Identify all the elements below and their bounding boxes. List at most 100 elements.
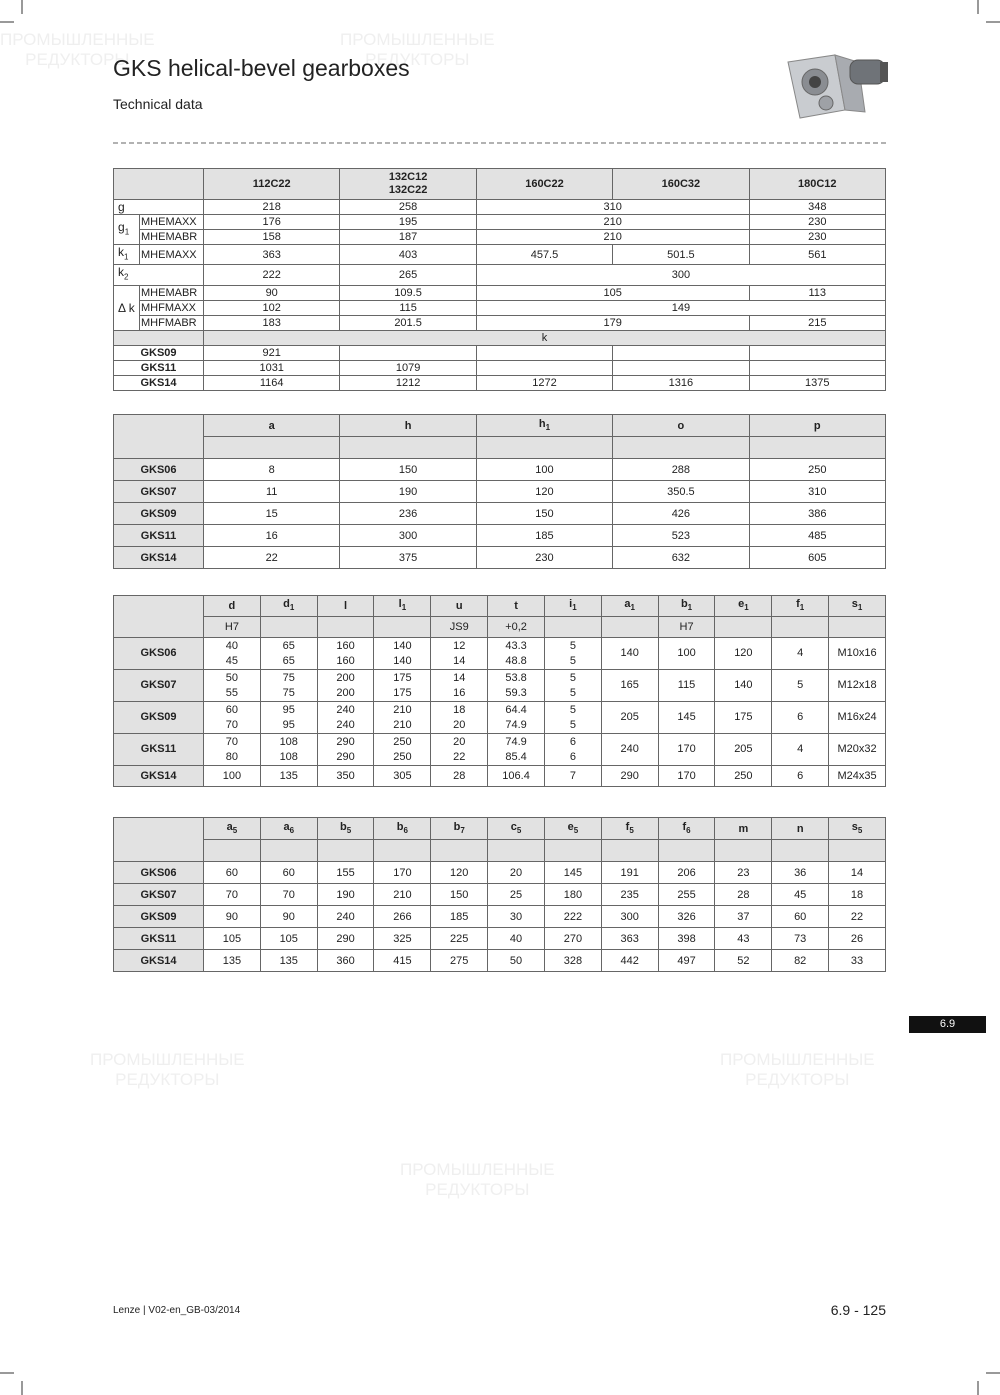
value-cell: 1164 — [202, 374, 341, 391]
symbol-cell: Δ k — [113, 284, 140, 331]
subscript: 5 — [857, 826, 863, 836]
symbol-cell: g — [113, 199, 204, 215]
column-header: l — [316, 595, 375, 617]
value-cell: 40 — [487, 927, 545, 950]
cell-line: 20 — [453, 718, 466, 731]
unit-cell — [543, 839, 602, 862]
value-cell: 375 — [339, 546, 477, 569]
symbol-text: b — [680, 597, 688, 610]
section-corner — [113, 329, 204, 346]
watermark-line: РЕДУКТОРЫ — [365, 50, 470, 69]
watermark-line: РЕДУКТОРЫ — [115, 1070, 220, 1089]
unit-cell — [430, 839, 489, 862]
unit-cell — [771, 616, 830, 638]
value-cell: 70 — [259, 883, 318, 906]
cell-line: 240 — [336, 718, 355, 731]
value-cell: 605 — [748, 546, 887, 569]
value-cell: 386 — [748, 502, 887, 525]
column-header: t — [487, 595, 545, 617]
cell-line: 5 — [569, 718, 576, 731]
cell-line: 5 — [569, 639, 576, 652]
row-label: GKS09 — [113, 344, 204, 361]
value-cell: 43.3 48.8 — [487, 637, 545, 670]
data-row: MHFMAXX 102 115 149 — [114, 299, 887, 316]
value-cell: 185 — [475, 524, 614, 547]
column-header: f5 — [600, 817, 659, 840]
cell-line: 74.9 — [505, 735, 527, 748]
subtitle: Technical data — [113, 96, 203, 112]
value-cell: 205 — [600, 701, 659, 734]
value-cell: 50 55 — [203, 669, 261, 702]
value-cell: 175 — [714, 701, 773, 734]
value-cell: 100 — [203, 765, 261, 787]
gearbox-image — [787, 54, 888, 119]
value-cell: 328 — [543, 949, 602, 972]
subscript: 1 — [857, 603, 863, 613]
data-row: GKS09 921 — [113, 344, 887, 361]
value-cell: 40 45 — [203, 637, 261, 670]
value-cell: 140 140 — [373, 637, 432, 670]
value-cell: 14 — [828, 861, 886, 884]
value-cell: 14 16 — [430, 669, 489, 702]
value-cell: 165 — [600, 669, 659, 702]
value-cell: 305 — [373, 765, 432, 787]
value-cell: 265 — [339, 264, 477, 286]
symbol-text: k — [118, 245, 124, 259]
data-row: GKS09 15 236 150 426 386 — [113, 502, 887, 525]
cell-line: 85.4 — [505, 750, 527, 763]
column-header: u — [430, 595, 489, 617]
symbol-text: a — [283, 821, 290, 834]
unit-cell: +0,2 — [487, 616, 545, 638]
cell-line: 95 — [282, 703, 295, 716]
cell-line: 175 — [393, 686, 412, 699]
corner-cell — [113, 414, 204, 459]
cell-line: 20 — [453, 735, 466, 748]
value-cell: 201.5 — [339, 314, 477, 331]
symbol-text: f — [796, 597, 800, 610]
value-cell: 288 — [612, 458, 750, 481]
column-header: b1 — [657, 595, 716, 617]
cell-line: 132C12 — [388, 171, 428, 183]
row-label: GKS11 — [113, 524, 204, 547]
value-cell: 145 — [657, 701, 716, 734]
watermark: ПРОМЫШЛЕННЫЕ РЕДУКТОРЫ — [340, 30, 495, 70]
unit-cell — [657, 839, 716, 862]
row-label: GKS14 — [113, 546, 204, 569]
value-cell: 170 — [657, 765, 716, 787]
value-cell: 145 — [543, 861, 602, 884]
symbol-text: e — [567, 821, 574, 834]
value-cell: 52 — [714, 949, 773, 972]
symbol-text: k — [118, 265, 124, 280]
symbol-text: m — [738, 822, 749, 835]
value-cell: 4 — [771, 637, 830, 670]
data-row: GKS14 100 135 350 305 28 106.4 7 290 170 250 6 M24x3… — [113, 765, 886, 787]
cell-line: 14 — [453, 654, 466, 667]
subscript: 6 — [686, 826, 691, 836]
value-cell: 18 — [828, 883, 886, 906]
value-cell: 43 — [714, 927, 773, 950]
value-cell: 275 — [430, 949, 489, 972]
watermark-line: ПРОМЫШЛЕННЫЕ — [400, 1160, 555, 1179]
value-cell: 290 290 — [316, 733, 375, 766]
value-cell: 16 — [202, 524, 341, 547]
row-label: GKS06 — [113, 458, 204, 481]
subscript: 2 — [124, 272, 129, 282]
value-cell: 222 — [543, 905, 602, 928]
value-cell: 187 — [339, 229, 477, 245]
cell-line: 74.9 — [505, 718, 527, 731]
value-cell: 632 — [612, 546, 750, 569]
column-header: e1 — [714, 595, 773, 617]
cell-line: 250 — [393, 750, 412, 763]
watermark-line: ПРОМЫШЛЕННЫЕ — [0, 30, 155, 49]
cell-line: 65 — [282, 639, 295, 652]
value-cell: 75 75 — [259, 669, 318, 702]
row-label: GKS14 — [113, 374, 204, 391]
cell-line: 200 — [336, 686, 355, 699]
value-cell: 30 — [487, 905, 545, 928]
symbol-text: d — [283, 597, 290, 610]
watermark: ПРОМЫШЛЕННЫЕ РЕДУКТОРЫ — [400, 1160, 555, 1200]
subscript: 1 — [545, 423, 551, 433]
